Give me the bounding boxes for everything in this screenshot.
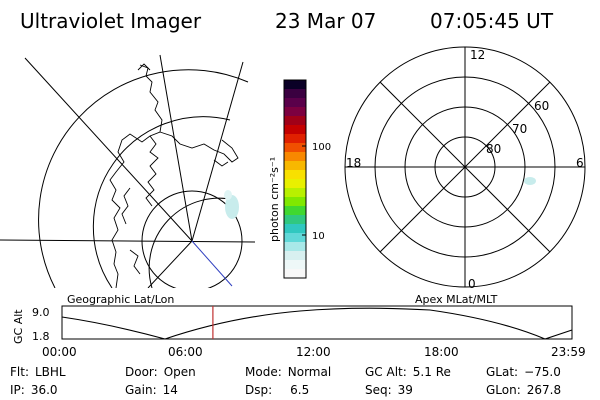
mlat-label-70: 70 bbox=[512, 122, 527, 136]
geographic-map bbox=[0, 54, 255, 288]
colorbar-band bbox=[284, 233, 306, 243]
colorbar-band bbox=[284, 206, 306, 216]
meridian-line bbox=[0, 239, 255, 243]
info-value: Open bbox=[163, 365, 196, 379]
colorbar-band bbox=[284, 125, 306, 135]
y-tick-label: 1.8 bbox=[32, 330, 50, 343]
colorbar-band bbox=[284, 269, 306, 279]
info-value: 39 bbox=[397, 383, 413, 397]
info-key: IP: bbox=[10, 383, 25, 397]
info-item-door: Door: Open bbox=[125, 365, 196, 379]
colorbar-band bbox=[284, 143, 306, 153]
info-value: −75.0 bbox=[524, 365, 561, 379]
polar-panel-label: Apex MLat/MLT bbox=[415, 293, 498, 306]
time-label: 07:05:45 UT bbox=[430, 9, 554, 33]
info-item-ip: IP: 36.0 bbox=[10, 383, 58, 397]
coastline bbox=[109, 63, 239, 288]
info-key: GLat: bbox=[486, 365, 519, 379]
info-key: GC Alt: bbox=[365, 365, 407, 379]
info-value: Normal bbox=[287, 365, 332, 379]
mlt-label-18: 18 bbox=[346, 156, 361, 170]
info-key: Gain: bbox=[125, 383, 157, 397]
info-value: 6.5 bbox=[290, 383, 310, 397]
mlt-label-12: 12 bbox=[470, 48, 485, 62]
colorbar-band bbox=[284, 107, 306, 117]
colorbar-band bbox=[284, 251, 306, 261]
info-key: GLon: bbox=[486, 383, 521, 397]
colorbar-band bbox=[284, 215, 306, 225]
altitude-timeline: GC Alt 9.0 1.8 bbox=[12, 305, 573, 344]
info-item-gc-alt: GC Alt: 5.1 Re bbox=[365, 365, 451, 379]
colorbar-band bbox=[284, 116, 306, 126]
colorbar-band bbox=[284, 134, 306, 144]
meridian-line bbox=[159, 54, 193, 242]
colorbar-tick-label: 100 bbox=[312, 142, 331, 153]
colorbar-band bbox=[284, 179, 306, 189]
info-key: Dsp: bbox=[245, 383, 273, 397]
info-key: Mode: bbox=[245, 365, 282, 379]
axis-label: GC Alt bbox=[12, 309, 25, 344]
x-tick-label: 18:00 bbox=[424, 345, 459, 359]
x-tick-label: 23:59 bbox=[551, 345, 586, 359]
colorbar-band bbox=[284, 161, 306, 171]
info-item-mode: Mode: Normal bbox=[245, 365, 331, 379]
spacecraft-direction-line bbox=[191, 240, 233, 287]
info-item-seq: Seq: 39 bbox=[365, 383, 413, 397]
mlat-label-60: 60 bbox=[534, 99, 549, 113]
colorbar-band bbox=[284, 152, 306, 162]
info-item-flt: Flt: LBHL bbox=[10, 365, 66, 379]
x-tick-label: 00:00 bbox=[42, 345, 77, 359]
info-item-glat: GLat: −75.0 bbox=[486, 365, 561, 379]
colorbar-band bbox=[284, 242, 306, 252]
colorbar-unit-label: photon cm⁻²s⁻¹ bbox=[268, 157, 281, 242]
info-value: 267.8 bbox=[526, 383, 562, 397]
date-label: 23 Mar 07 bbox=[275, 9, 377, 33]
mlat-label-80: 80 bbox=[486, 142, 501, 156]
mlt-label-6: 6 bbox=[576, 156, 584, 170]
info-item-glon: GLon: 267.8 bbox=[486, 383, 561, 397]
colorbar-band bbox=[284, 80, 306, 90]
mlt-label-0: 0 bbox=[468, 277, 476, 290]
aurora-patch bbox=[524, 177, 536, 185]
colorbar-band bbox=[284, 188, 306, 198]
altitude-curve bbox=[61, 307, 573, 340]
aurora-patch bbox=[224, 190, 232, 200]
x-tick-label: 12:00 bbox=[296, 345, 331, 359]
geo-panel-label: Geographic Lat/Lon bbox=[67, 293, 175, 306]
info-value: 36.0 bbox=[30, 383, 58, 397]
colorbar-band bbox=[284, 197, 306, 207]
polar-plot: 12 18 6 0 60 70 80 bbox=[344, 46, 586, 290]
colorbar-band bbox=[284, 224, 306, 234]
colorbar-band bbox=[284, 260, 306, 270]
aurora-patch bbox=[225, 195, 239, 219]
timeline-frame bbox=[61, 305, 573, 340]
instrument-title: Ultraviolet Imager bbox=[20, 9, 202, 33]
info-item-dsp: Dsp: 6.5 bbox=[245, 383, 309, 397]
info-key: Door: bbox=[125, 365, 158, 379]
latitude-circle bbox=[92, 116, 231, 288]
colorbar-band bbox=[284, 98, 306, 108]
info-key: Flt: bbox=[10, 365, 29, 379]
colorbar-band bbox=[284, 89, 306, 99]
colorbar-tick-label: 10 bbox=[312, 231, 325, 242]
latitude-circle bbox=[148, 197, 236, 288]
info-value: 14 bbox=[162, 383, 178, 397]
info-key: Seq: bbox=[365, 383, 392, 397]
meridian-line bbox=[147, 240, 193, 288]
x-tick-label: 06:00 bbox=[168, 345, 203, 359]
info-value: LBHL bbox=[34, 365, 66, 379]
y-tick-label: 9.0 bbox=[32, 306, 50, 319]
info-item-gain: Gain: 14 bbox=[125, 383, 178, 397]
latitude-circle bbox=[38, 69, 249, 288]
meridian-line bbox=[24, 57, 193, 242]
colorbar-band bbox=[284, 170, 306, 180]
info-value: 5.1 Re bbox=[412, 365, 451, 379]
